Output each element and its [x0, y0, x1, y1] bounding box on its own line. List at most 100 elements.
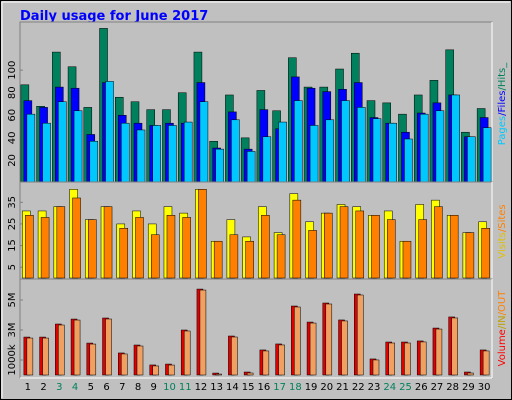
bar-inner: [105, 318, 112, 376]
bar-inner: [215, 373, 222, 376]
x-tick-label: 17: [273, 382, 286, 393]
bar: [435, 110, 445, 184]
bar-inner: [325, 303, 333, 376]
x-tick-label: 15: [242, 382, 255, 393]
bar: [135, 217, 144, 279]
bar: [276, 234, 286, 279]
x-tick-label: 16: [257, 382, 270, 393]
y-tick-label: 100: [7, 61, 18, 80]
bar: [292, 199, 302, 279]
bar: [418, 219, 427, 279]
bar: [121, 122, 130, 184]
bar-inner: [246, 372, 254, 376]
bar: [229, 234, 239, 279]
bar: [339, 206, 349, 279]
bar: [481, 228, 490, 279]
x-tick-label: 29: [462, 382, 475, 393]
x-tick-label: 21: [336, 382, 349, 393]
x-tick-label: 22: [352, 382, 365, 393]
bar: [119, 228, 129, 279]
x-tick-label: 9: [151, 382, 157, 393]
y-tick-label: 35: [7, 196, 18, 209]
bar: [419, 113, 429, 184]
x-tick-label: 4: [72, 382, 78, 393]
bar-inner: [199, 289, 207, 376]
y-tick-label: 15: [7, 239, 18, 252]
x-tick-label: 6: [103, 382, 109, 393]
bar-inner: [278, 344, 285, 376]
y-axis-label-part: Pages: [497, 116, 508, 145]
x-tick-label: 26: [415, 382, 428, 393]
y-axis-label: Pages/Files/Hits_: [497, 62, 508, 146]
bar: [42, 122, 51, 184]
y-tick-label: 80: [7, 86, 18, 99]
bar-inner: [388, 342, 395, 376]
bar-inner: [58, 324, 65, 376]
bar: [72, 197, 81, 279]
bar-inner: [309, 322, 317, 376]
x-tick-label: 19: [305, 382, 318, 393]
y-tick-label: 3M: [7, 323, 18, 338]
bar: [105, 81, 114, 184]
bar-inner: [168, 364, 175, 376]
bar: [278, 121, 287, 184]
bar: [152, 125, 161, 184]
x-tick-label: 30: [478, 382, 491, 393]
y-axis-label-part: OUT: [497, 290, 508, 312]
bar-inner: [451, 317, 458, 376]
x-tick-label: 24: [383, 382, 396, 393]
x-tick-label: 23: [368, 382, 381, 393]
bar-inner: [136, 345, 144, 376]
y-axis-label-part: /: [497, 325, 508, 329]
x-tick-label: 25: [399, 382, 412, 393]
bar-inner: [482, 350, 490, 376]
bar: [103, 206, 113, 279]
x-tick-label: 13: [210, 382, 223, 393]
bar: [467, 136, 476, 184]
bar-inner: [419, 341, 427, 376]
panel: [19, 278, 493, 379]
bar-inner: [183, 330, 191, 376]
bar: [262, 136, 272, 184]
y-tick-label: 20: [7, 154, 18, 167]
bar-inner: [152, 365, 159, 376]
bar: [26, 113, 36, 184]
bar: [402, 240, 412, 279]
bar-inner: [357, 294, 364, 376]
bar: [308, 230, 317, 279]
bar: [215, 148, 224, 184]
x-tick-label: 8: [135, 382, 141, 393]
bar: [73, 110, 83, 184]
bar: [465, 232, 475, 279]
bar-inner: [73, 319, 81, 376]
bar: [449, 215, 459, 279]
y-tick-label: 5M: [7, 293, 18, 308]
bar: [166, 215, 176, 279]
bar: [357, 107, 366, 184]
y-axis-label-part: Files: [497, 91, 508, 113]
x-tick-label: 1: [25, 382, 31, 393]
bar: [198, 189, 207, 279]
y-axis-label: Volume/IN/OUT: [497, 290, 508, 367]
bar: [325, 119, 335, 184]
y-axis-label-part: Sites: [497, 204, 508, 228]
bar: [261, 215, 270, 279]
bar-inner: [42, 337, 49, 376]
bar: [386, 219, 396, 279]
x-tick-label: 12: [195, 382, 208, 393]
bar: [213, 240, 223, 279]
bar: [404, 138, 413, 184]
bar-inner: [294, 306, 301, 376]
y-tick-label: 1000k: [7, 344, 18, 375]
bar: [324, 212, 333, 279]
bar-inner: [404, 342, 411, 376]
bar: [388, 122, 397, 184]
bar: [168, 125, 177, 184]
x-tick-label: 18: [289, 382, 302, 393]
chart-title: Daily usage for June 2017: [20, 9, 208, 24]
bar-inner: [121, 353, 128, 376]
y-axis-label-part: Visits: [497, 232, 508, 259]
x-tick-label: 7: [119, 382, 125, 393]
y-tick-label: 40: [7, 131, 18, 144]
